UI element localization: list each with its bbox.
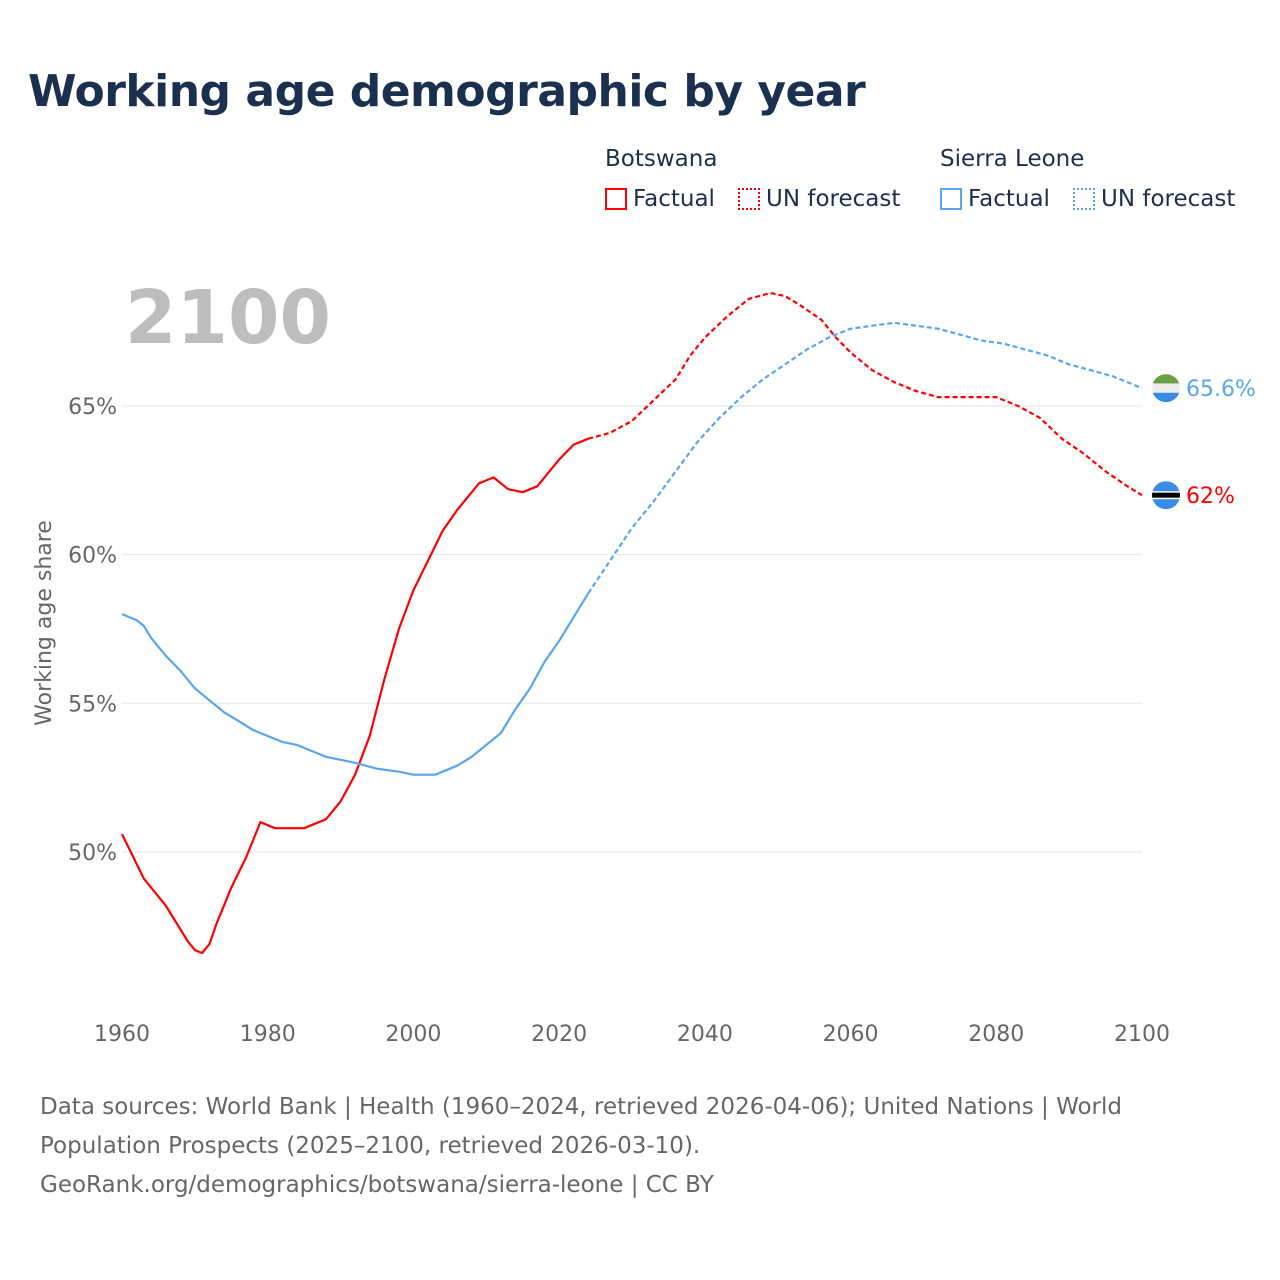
y-axis-label: Working age share (32, 520, 57, 726)
x-tick-label: 1960 (94, 1022, 150, 1047)
legend-swatch-solid-icon (605, 188, 627, 210)
footer-sources-1: Data sources: World Bank | Health (1960–… (40, 1094, 1122, 1120)
y-tick-label: 50% (68, 841, 117, 866)
legend-country-botswana: Botswana (605, 146, 718, 172)
sierra-leone-flag-icon (1152, 374, 1180, 403)
x-tick-label: 2000 (385, 1022, 441, 1047)
x-tick-label: 1980 (240, 1022, 296, 1047)
x-tick-label: 2020 (531, 1022, 587, 1047)
botswana-flag-icon (1152, 481, 1180, 510)
x-tick-label: 2060 (823, 1022, 879, 1047)
footer: Data sources: World Bank | Health (1960–… (40, 1088, 1122, 1205)
legend-botswana-forecast[interactable]: UN forecast (738, 186, 900, 212)
legend-country-sierra-leone: Sierra Leone (940, 146, 1085, 172)
x-tick-label: 2080 (968, 1022, 1024, 1047)
year-watermark: 2100 (125, 275, 331, 361)
line-sierra-leone-factual (121, 592, 590, 776)
line-sierra-leone-forecast (587, 321, 1143, 594)
legend-label: UN forecast (1101, 186, 1236, 212)
footer-link[interactable]: GeoRank.org/demographics/botswana/sierra… (40, 1172, 714, 1198)
x-tick-label: 2100 (1114, 1022, 1170, 1047)
x-tick-label: 2040 (677, 1022, 733, 1047)
chart-title: Working age demographic by year (28, 66, 866, 117)
legend-swatch-dotted-icon (1073, 188, 1095, 210)
legend-swatch-dotted-icon (738, 188, 760, 210)
footer-sources-2: Population Prospects (2025–2100, retriev… (40, 1133, 701, 1159)
end-value-label: 62% (1186, 484, 1235, 509)
end-value-label: 65.6% (1186, 377, 1256, 402)
legend-swatch-solid-icon (940, 188, 962, 210)
y-tick-label: 55% (68, 692, 117, 717)
legend-label: Factual (633, 186, 715, 212)
legend-label: Factual (968, 186, 1050, 212)
legend-botswana-factual[interactable]: Factual (605, 186, 715, 212)
legend-label: UN forecast (766, 186, 901, 212)
legend-sierra-leone-forecast[interactable]: UN forecast (1073, 186, 1235, 212)
legend-sierra-leone-factual[interactable]: Factual (940, 186, 1050, 212)
line-botswana-factual (121, 437, 589, 955)
y-tick-label: 60% (68, 544, 117, 569)
y-tick-label: 65% (68, 395, 117, 420)
line-botswana-forecast (588, 291, 1143, 497)
